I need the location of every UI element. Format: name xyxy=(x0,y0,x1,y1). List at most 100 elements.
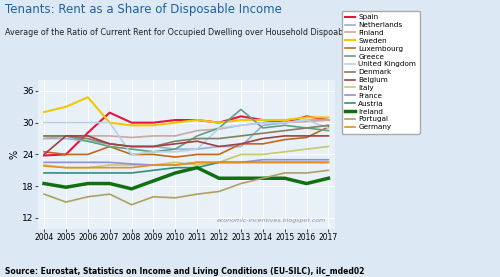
France xyxy=(128,162,134,166)
Spain xyxy=(128,121,134,124)
Germany xyxy=(63,166,69,169)
Belgium xyxy=(282,134,288,138)
Portugal xyxy=(304,171,310,175)
Luxembourg xyxy=(282,138,288,141)
Luxembourg xyxy=(106,145,112,148)
Portugal xyxy=(128,203,134,206)
United Kingdom xyxy=(282,121,288,124)
Portugal xyxy=(150,195,156,198)
Netherlands xyxy=(106,142,112,145)
Finland xyxy=(128,136,134,139)
Ireland xyxy=(282,176,288,180)
Spain xyxy=(304,115,310,118)
Austria xyxy=(172,166,178,169)
Luxembourg xyxy=(260,142,266,145)
Germany xyxy=(194,161,200,164)
Greece xyxy=(106,145,112,148)
Germany xyxy=(41,165,47,168)
Sweden xyxy=(128,124,134,127)
Finland xyxy=(41,137,47,140)
Portugal xyxy=(282,171,288,175)
Spain xyxy=(216,121,222,124)
Ireland xyxy=(172,171,178,175)
Finland xyxy=(216,127,222,131)
Belgium xyxy=(326,134,332,138)
Italy xyxy=(238,153,244,156)
Finland xyxy=(150,134,156,138)
United Kingdom xyxy=(304,118,310,122)
Spain xyxy=(85,131,91,134)
Netherlands xyxy=(41,137,47,140)
United Kingdom xyxy=(172,150,178,153)
Legend: Spain, Netherlands, Finland, Sweden, Luxembourg, Greece, United Kingdom, Denmark: Spain, Netherlands, Finland, Sweden, Lux… xyxy=(342,11,419,134)
Austria xyxy=(41,171,47,175)
Finland xyxy=(238,124,244,127)
France xyxy=(85,161,91,164)
Sweden xyxy=(304,116,310,119)
Belgium xyxy=(41,153,47,156)
Portugal xyxy=(194,193,200,196)
Finland xyxy=(172,134,178,138)
Ireland xyxy=(85,182,91,185)
Sweden xyxy=(172,121,178,124)
Ireland xyxy=(304,182,310,185)
Germany xyxy=(128,166,134,169)
Y-axis label: %: % xyxy=(9,150,19,159)
United Kingdom xyxy=(150,150,156,153)
Ireland xyxy=(128,187,134,191)
Line: Belgium: Belgium xyxy=(44,136,329,155)
Finland xyxy=(85,134,91,138)
Luxembourg xyxy=(194,153,200,156)
Denmark xyxy=(63,134,69,138)
Belgium xyxy=(150,145,156,148)
Portugal xyxy=(260,176,266,180)
Austria xyxy=(63,171,69,175)
Germany xyxy=(172,163,178,167)
Luxembourg xyxy=(150,153,156,156)
Greece xyxy=(41,134,47,138)
Luxembourg xyxy=(238,142,244,145)
Denmark xyxy=(85,137,91,140)
France xyxy=(282,158,288,161)
Belgium xyxy=(106,142,112,145)
Netherlands xyxy=(216,145,222,148)
Netherlands xyxy=(282,121,288,124)
Line: Ireland: Ireland xyxy=(44,168,329,189)
Spain xyxy=(172,118,178,122)
Line: Sweden: Sweden xyxy=(44,97,329,125)
France xyxy=(63,161,69,164)
Portugal xyxy=(326,169,332,172)
Sweden xyxy=(194,118,200,122)
Line: Luxembourg: Luxembourg xyxy=(44,127,329,157)
Ireland xyxy=(238,176,244,180)
Netherlands xyxy=(128,145,134,148)
Netherlands xyxy=(85,140,91,143)
Netherlands xyxy=(194,147,200,151)
Belgium xyxy=(172,142,178,145)
France xyxy=(41,161,47,164)
Italy xyxy=(216,161,222,164)
Austria xyxy=(326,161,332,164)
United Kingdom xyxy=(106,121,112,124)
Greece xyxy=(194,134,200,138)
Ireland xyxy=(260,176,266,180)
Belgium xyxy=(216,145,222,148)
Finland xyxy=(260,121,266,124)
Line: France: France xyxy=(44,160,329,165)
France xyxy=(304,158,310,161)
Germany xyxy=(326,161,332,164)
United Kingdom xyxy=(238,124,244,127)
Spain xyxy=(260,118,266,122)
Finland xyxy=(106,134,112,138)
Austria xyxy=(194,166,200,169)
Netherlands xyxy=(238,145,244,148)
Denmark xyxy=(128,145,134,148)
Text: Tenants: Rent as a Share of Disposable Income: Tenants: Rent as a Share of Disposable I… xyxy=(5,3,282,16)
Denmark xyxy=(238,134,244,138)
Belgium xyxy=(63,134,69,138)
Spain xyxy=(326,118,332,122)
United Kingdom xyxy=(216,126,222,130)
Finland xyxy=(326,118,332,122)
Greece xyxy=(216,126,222,130)
Austria xyxy=(128,171,134,175)
